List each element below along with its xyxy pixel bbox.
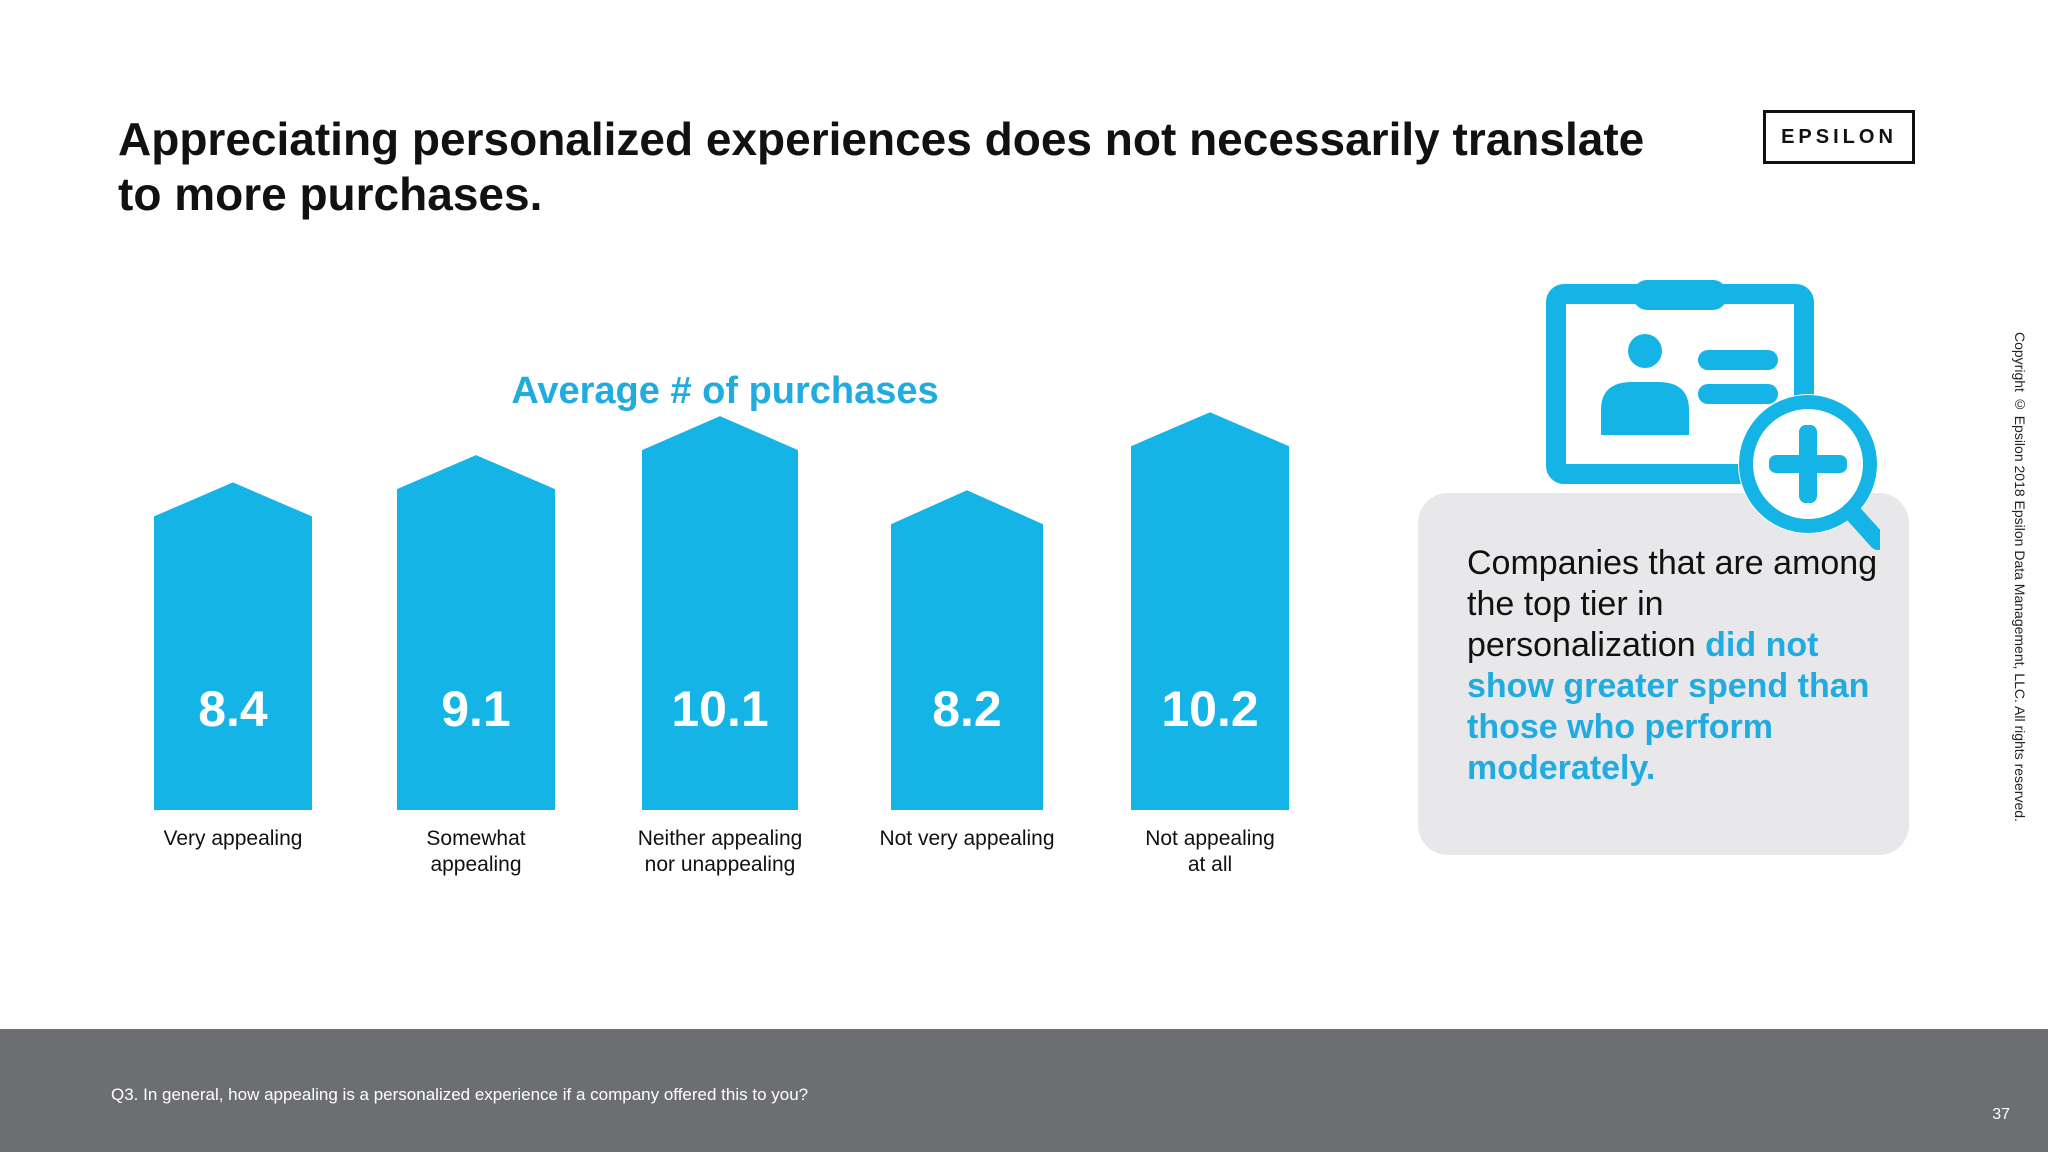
footer-bar [0, 1029, 2048, 1152]
epsilon-logo: EPSILON [1763, 110, 1915, 164]
bar-value-label: 10.1 [671, 681, 768, 737]
category-label: Somewhat appealing [426, 827, 526, 876]
page-number: 37 [1992, 1106, 2010, 1123]
category-label: Neither appealing nor unappealing [637, 827, 803, 876]
callout-box [1418, 493, 1909, 855]
bar-value-label: 8.4 [198, 681, 268, 737]
category-label: Not appealing at all [1145, 827, 1275, 876]
bar-4 [891, 490, 1043, 810]
bar-5 [1131, 412, 1289, 810]
chart-title: Average # of purchases [511, 370, 939, 412]
category-label: Not very appealing [879, 827, 1055, 850]
callout-text-highlight: did not show greater spend than those wh… [1467, 626, 1870, 787]
bar-2 [397, 455, 555, 810]
slide-title: Appreciating personalized experiences do… [118, 113, 1645, 220]
copyright-notice: Copyright © Epsilon 2018 Epsilon Data Ma… [2012, 332, 2028, 822]
callout-text-plain: Companies that are among the top tier in… [1467, 544, 1878, 664]
bar-value-label: 10.2 [1161, 681, 1258, 737]
category-label: Very appealing [163, 827, 303, 850]
survey-question-footnote: Q3. In general, how appealing is a perso… [111, 1085, 809, 1104]
callout-text: Companies that are among the top tier in… [1467, 543, 1887, 789]
id-card-magnifier-plus-icon [1546, 280, 1880, 550]
bar-chart: 8.4 9.1 10.1 8.2 10.2 [154, 412, 1289, 810]
bar-3 [642, 416, 798, 810]
bar-value-label: 8.2 [932, 681, 1002, 737]
bar-1 [154, 482, 312, 810]
bar-value-label: 9.1 [441, 681, 511, 737]
